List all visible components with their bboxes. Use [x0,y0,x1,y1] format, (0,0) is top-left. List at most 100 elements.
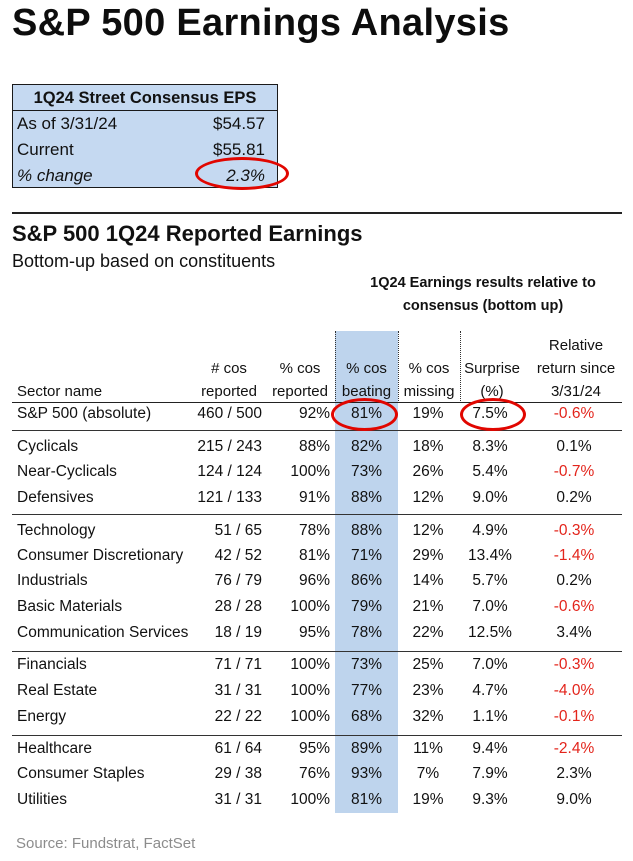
sector-name: Real Estate [17,682,98,699]
column-divider [335,331,336,403]
surprise: 7.0% [472,598,508,615]
cos-reported: 215 / 243 [197,438,262,455]
pct-reported: 88% [298,438,330,455]
surprise: 4.7% [472,682,508,699]
eps-label: As of 3/31/24 [17,114,118,133]
pct-beating: 88% [350,522,383,539]
pct-beating: 73% [350,656,383,673]
table-row: Healthcare 61 / 64 95% 89% 11% 9.4% -2.4… [0,736,633,762]
header-missing-line2: missing [403,383,455,400]
pct-reported: 81% [298,547,330,564]
header-relative-line2: return since [536,360,616,377]
beating-column-highlight [335,331,398,813]
source-note: Source: Fundstrat, FactSet [16,835,196,852]
cos-reported: 31 / 31 [214,682,262,699]
cos-reported: 51 / 65 [214,522,262,539]
group-rule [12,430,622,431]
pct-beating: 68% [350,708,383,725]
cos-reported: 18 / 19 [214,624,262,641]
header-sector: Sector name [17,383,103,400]
sector-name: Cyclicals [17,438,79,455]
column-divider [460,331,461,403]
pct-beating: 82% [350,438,383,455]
pct-beating: 81% [350,405,383,422]
surprise: 1.1% [472,708,508,725]
pct-beating: 73% [350,463,383,480]
table-row: Financials 71 / 71 100% 73% 25% 7.0% -0.… [0,652,633,678]
pct-missing: 7% [416,765,440,782]
header-surprise-line2: (%) [480,383,504,400]
pct-missing: 25% [412,656,444,673]
header-relative-line3: 3/31/24 [550,383,602,400]
surprise: 9.3% [472,791,508,808]
table-row: Consumer Staples 29 / 38 76% 93% 7% 7.9%… [0,761,633,787]
sector-name: Financials [17,656,87,673]
cos-reported: 71 / 71 [214,656,262,673]
pct-reported: 95% [298,624,330,641]
relative-return: -0.7% [553,463,595,480]
header-pct-line1: % cos [279,360,321,377]
table-row: Industrials 76 / 79 96% 86% 14% 5.7% 0.2… [0,568,633,594]
eps-value: 2.3% [226,166,265,185]
pct-reported: 100% [290,463,330,480]
cos-reported: 29 / 38 [214,765,262,782]
pct-missing: 12% [412,489,444,506]
table-row: Near-Cyclicals 124 / 124 100% 73% 26% 5.… [0,459,633,485]
table-row: Technology 51 / 65 78% 88% 12% 4.9% -0.3… [0,518,633,544]
header-relative-line1: Relative [548,337,604,354]
pct-reported: 100% [290,791,330,808]
pct-beating: 88% [350,489,383,506]
header-surprise-line1: Surprise [464,360,520,377]
pct-beating: 89% [350,740,383,757]
pct-reported: 92% [298,405,330,422]
pct-missing: 12% [412,522,444,539]
sector-name: Utilities [17,791,67,808]
pct-missing: 14% [412,572,444,589]
cos-reported: 61 / 64 [214,740,262,757]
consensus-eps-box: 1Q24 Street Consensus EPS As of 3/31/24 … [12,84,278,188]
pct-missing: 19% [412,791,444,808]
surprise: 13.4% [468,547,512,564]
eps-row-current: Current $55.81 [13,137,277,163]
pct-missing: 22% [412,624,444,641]
relative-return: 0.2% [556,572,592,589]
pct-reported: 100% [290,598,330,615]
eps-value: $54.57 [213,114,265,133]
relative-return: -0.1% [553,708,595,725]
header-missing-line1: % cos [408,360,450,377]
sector-name: S&P 500 (absolute) [17,405,152,422]
sector-name: Industrials [17,572,88,589]
pct-missing: 18% [412,438,444,455]
eps-row-as-of: As of 3/31/24 $54.57 [13,111,277,137]
relative-return: -0.3% [553,522,595,539]
sector-name: Consumer Discretionary [17,547,184,564]
section-divider [12,212,622,214]
pct-reported: 91% [298,489,330,506]
relative-return: -4.0% [553,682,595,699]
surprise: 4.9% [472,522,508,539]
cos-reported: 28 / 28 [214,598,262,615]
sector-name: Healthcare [17,740,92,757]
table-row: Utilities 31 / 31 100% 81% 19% 9.3% 9.0% [0,787,633,813]
pct-reported: 76% [298,765,330,782]
surprise: 8.3% [472,438,508,455]
column-group-header: 1Q24 Earnings results relative to consen… [370,275,596,314]
table-row: Consumer Discretionary 42 / 52 81% 71% 2… [0,543,633,569]
pct-reported: 96% [298,572,330,589]
pct-beating: 86% [350,572,383,589]
sector-name: Consumer Staples [17,765,145,782]
group-rule [12,735,622,736]
table-row: Energy 22 / 22 100% 68% 32% 1.1% -0.1% [0,704,633,730]
pct-missing: 26% [412,463,444,480]
relative-return: -1.4% [553,547,595,564]
page-title: S&P 500 Earnings Analysis [12,2,510,44]
pct-beating: 81% [350,791,383,808]
relative-return: 2.3% [556,765,592,782]
table-row: S&P 500 (absolute) 460 / 500 92% 81% 19%… [0,401,633,427]
relative-return: 3.4% [556,624,592,641]
pct-beating: 71% [350,547,383,564]
header-beating-line2: beating [341,383,392,400]
surprise: 12.5% [468,624,512,641]
section-title: S&P 500 1Q24 Reported Earnings [12,221,363,246]
relative-return: 0.1% [556,438,592,455]
